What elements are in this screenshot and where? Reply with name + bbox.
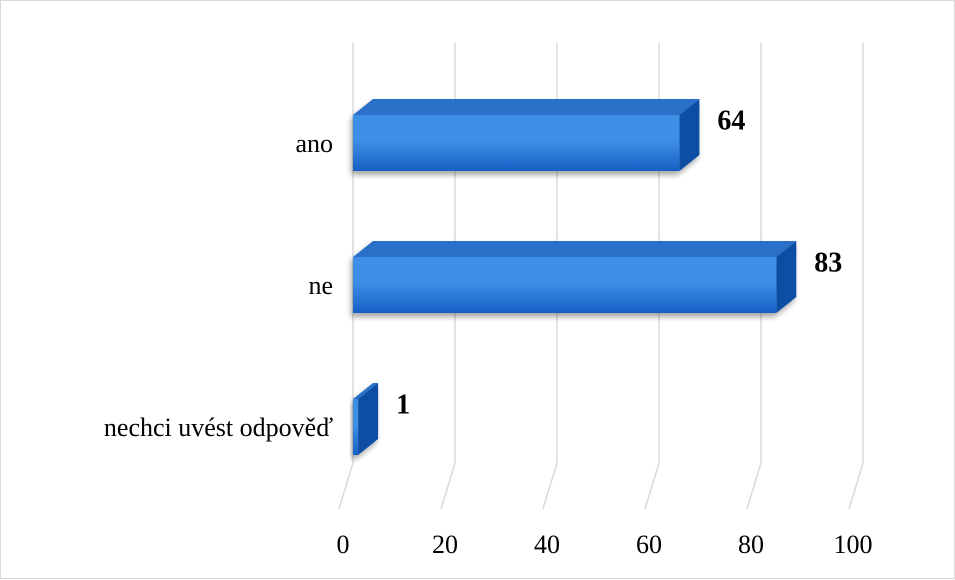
labels: 0 20 40 60 80 100 64 ano 83 ne 1 nechci uvést odpov… [104, 105, 873, 559]
gridline-floor [848, 462, 864, 510]
x-tick-label: 80 [738, 530, 764, 559]
gridline-floor [746, 462, 762, 510]
bar [353, 257, 777, 313]
gridline-floor [644, 462, 660, 510]
bar-top-face [353, 241, 797, 257]
x-tick-label: 40 [534, 530, 560, 559]
data-label: 64 [717, 105, 745, 136]
x-tick-label: 20 [432, 530, 458, 559]
bar-side-face [358, 383, 379, 455]
category-label: nechci uvést odpověď [104, 413, 333, 442]
category-label: ne [308, 271, 333, 300]
bar-group [353, 99, 700, 171]
bar-group [353, 241, 797, 313]
gridline-floor [440, 462, 456, 510]
category-label: ano [295, 129, 333, 158]
gridline-floor [542, 462, 558, 510]
bar [353, 399, 359, 455]
x-tick-label: 100 [834, 530, 873, 559]
x-tick-label: 60 [636, 530, 662, 559]
bar-group [353, 383, 379, 455]
bars [353, 99, 797, 455]
bar-side-face [776, 241, 797, 313]
x-tick-label: 0 [337, 530, 350, 559]
bar-side-face [679, 99, 700, 171]
gridline-floor [338, 462, 354, 510]
bar [353, 115, 680, 171]
bar-top-face [353, 383, 379, 399]
data-label: 83 [814, 247, 842, 278]
bar-top-face [353, 99, 700, 115]
data-label: 1 [396, 389, 410, 420]
